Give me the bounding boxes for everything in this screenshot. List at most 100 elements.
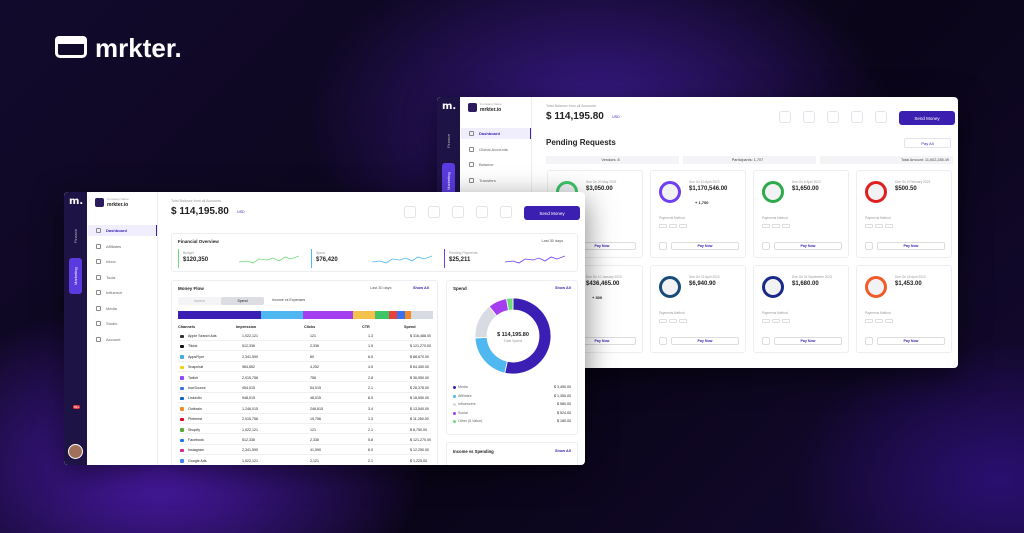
method-chip — [679, 319, 687, 323]
table-cell: $ 64,450.00 — [410, 365, 429, 370]
nav-item[interactable]: Inbox — [88, 256, 157, 267]
nav-item[interactable]: Tools — [88, 272, 157, 283]
pay-now-button[interactable]: Pay Now — [774, 242, 842, 250]
sidebar-tab[interactable]: Finance — [446, 133, 451, 149]
pay-now-button[interactable]: Pay Now — [671, 242, 739, 250]
table-cell: $ 13,540.00 — [410, 406, 429, 411]
nav-item[interactable]: Account — [88, 334, 157, 345]
method-chip — [782, 319, 790, 323]
notification-badge: 99+ — [73, 405, 81, 409]
nav-label: Studio — [106, 321, 118, 326]
pay-now-button[interactable]: Pay Now — [671, 337, 739, 345]
toggle-option[interactable]: Spend — [221, 297, 264, 305]
sidebar-tab[interactable]: Finance — [73, 228, 78, 244]
action-icon[interactable] — [827, 111, 839, 123]
nav-item[interactable]: Media — [88, 303, 157, 314]
column-header: Impression — [236, 325, 257, 329]
money-flow-period[interactable]: Last 30 days — [370, 286, 392, 290]
nav-label: Media — [106, 305, 117, 311]
income-panel: Income vs Spending Show All — [446, 442, 578, 465]
action-icon[interactable] — [803, 111, 815, 123]
action-icon[interactable] — [500, 206, 512, 218]
nav-item[interactable]: Affiliates — [88, 241, 157, 252]
app-logo-mark: m. — [69, 196, 84, 207]
pay-now-button[interactable]: Pay Now — [877, 337, 945, 345]
nav-item[interactable]: Dashboard — [88, 225, 157, 236]
nav-item[interactable]: Balance — [461, 159, 531, 170]
table-cell: 948,015 — [242, 396, 255, 401]
action-icon[interactable] — [404, 206, 416, 218]
donut — [474, 297, 552, 375]
income-show-all[interactable]: Show All — [555, 449, 571, 453]
delete-icon[interactable] — [762, 242, 770, 250]
action-icon[interactable] — [875, 111, 887, 123]
table-cell: 48,015 — [310, 396, 321, 401]
delete-icon[interactable] — [865, 337, 873, 345]
sidebar-tab[interactable]: Marketing — [69, 258, 82, 294]
nav-label: Tools — [106, 274, 116, 280]
company-name: mrkter.io — [480, 107, 502, 113]
toggle-option[interactable]: Income — [193, 299, 206, 303]
nav-label: Balance — [479, 162, 494, 167]
method-chip — [885, 319, 893, 323]
action-icon[interactable] — [452, 206, 464, 218]
spend-show-all[interactable]: Show All — [555, 286, 571, 290]
delete-icon[interactable] — [762, 337, 770, 345]
action-icon[interactable] — [779, 111, 791, 123]
nav-label: Inbox — [106, 259, 116, 264]
send-money-button[interactable]: Send Money — [524, 206, 580, 220]
flow-bar-segment — [396, 311, 406, 319]
flow-bar-segment — [374, 311, 389, 319]
table-cell: 512,336 — [242, 438, 255, 442]
method-label: Payments Method — [762, 216, 788, 220]
summary-cell: Participants: 1,707 — [683, 156, 816, 164]
nav-item[interactable]: Global Accounts — [461, 144, 531, 155]
nav-label: Global Accounts — [479, 146, 508, 152]
due-date: Due On 24 September 2023 — [792, 275, 832, 279]
table-cell: Apple Search Ads — [188, 334, 217, 338]
delete-icon[interactable] — [865, 242, 873, 250]
table-cell: Google Ads — [188, 458, 207, 463]
user-avatar — [68, 444, 83, 459]
method-label: Payments Method — [659, 311, 685, 315]
send-money-button[interactable]: Send Money — [899, 111, 955, 125]
nav-label: Transfers — [479, 177, 496, 183]
overview-card: Pending Payments $25,211 — [444, 249, 569, 268]
pay-now-button[interactable]: Pay Now — [877, 242, 945, 250]
nav-item[interactable]: Transfers — [461, 175, 531, 186]
action-icon[interactable] — [476, 206, 488, 218]
overview-period[interactable]: Last 30 days — [541, 239, 563, 243]
nav-item[interactable]: Influence — [88, 287, 157, 298]
brand: mrkter. — [95, 33, 182, 63]
legend-name: Social — [458, 410, 468, 415]
action-icon[interactable] — [851, 111, 863, 123]
money-flow-show-all[interactable]: Show All — [413, 286, 429, 290]
nav-item[interactable]: Dashboard — [461, 128, 531, 139]
table-cell: 4.5 — [368, 365, 373, 370]
table-cell: 5.8 — [368, 438, 373, 442]
legend-name: Influencers — [458, 402, 476, 406]
table-cell: $ 11,250.00 — [410, 417, 429, 422]
pay-all-button[interactable]: Pay All — [904, 138, 951, 148]
method-label: Payments Method — [762, 311, 788, 315]
table-cell: 2,336 — [310, 344, 319, 349]
currency[interactable]: USD — [237, 210, 245, 214]
overview-card-value: $76,420 — [316, 257, 338, 263]
pay-now-button[interactable]: Pay Now — [774, 337, 842, 345]
action-icon[interactable] — [428, 206, 440, 218]
amount: $1,453.00 — [895, 281, 922, 287]
balance-label: Total Balance from all Accounts — [171, 199, 221, 203]
currency[interactable]: USD — [612, 115, 620, 119]
donut-segment — [505, 297, 514, 311]
nav-item[interactable]: Studio — [88, 318, 157, 329]
filter[interactable]: Income vs Expenses — [272, 298, 306, 302]
due-date: Due On 9 February 2023 — [895, 180, 931, 184]
request-card: Due On 22 April 2023 $6,940.90 Payments Me… — [650, 265, 746, 353]
overview-card-label: Spent — [316, 251, 325, 255]
table-cell: 121 — [310, 334, 316, 338]
flow-bar-segment — [405, 311, 411, 319]
method-chip — [865, 224, 873, 228]
delete-icon[interactable] — [659, 242, 667, 250]
delete-icon[interactable] — [659, 337, 667, 345]
method-chip — [762, 319, 770, 323]
